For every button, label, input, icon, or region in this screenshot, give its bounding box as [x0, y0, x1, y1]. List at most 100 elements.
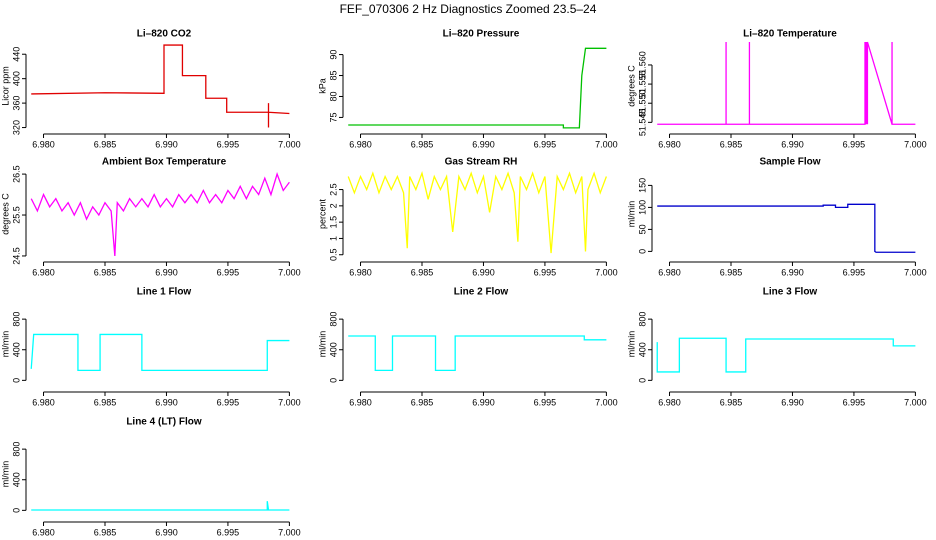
x-tick-label: 6.980	[349, 139, 372, 149]
y-tick-label: 400	[11, 71, 21, 86]
y-tick-label: 800	[11, 312, 21, 327]
data-line	[347, 171, 607, 254]
x-tick-label: 6.990	[781, 267, 804, 277]
x-tick-label: 6.995	[843, 139, 866, 149]
y-tick-label: 50	[637, 224, 647, 234]
y-tick-label: 75	[328, 112, 338, 122]
y-tick-label: 51.555	[637, 70, 647, 98]
data-line	[657, 41, 916, 125]
y-axis-label: ml/min	[626, 331, 636, 358]
data-line	[348, 47, 607, 129]
x-tick-label: 6.980	[32, 139, 55, 149]
x-tick-label: 6.995	[217, 139, 240, 149]
panel-title: Line 4 (LT) Flow	[126, 417, 202, 428]
y-tick-label: 800	[637, 312, 647, 327]
panel-title: Line 1 Flow	[137, 287, 192, 298]
y-axis-label: degrees C	[626, 65, 636, 107]
y-tick-label: 0	[637, 249, 647, 254]
y-tick-label: 150	[637, 178, 647, 193]
y-tick-label: 0	[11, 378, 21, 383]
x-tick-label: 6.980	[658, 267, 681, 277]
x-tick-label: 7.000	[904, 267, 927, 277]
y-tick-label: 90	[328, 50, 338, 60]
y-tick-label: 80	[328, 91, 338, 101]
data-line	[348, 335, 607, 372]
x-tick-label: 6.985	[94, 527, 117, 537]
y-tick-label: 51.550	[637, 89, 647, 117]
x-tick-label: 6.980	[349, 267, 372, 277]
x-tick-label: 6.985	[720, 139, 743, 149]
x-tick-label: 6.985	[411, 267, 434, 277]
y-tick-label: 51.560	[637, 51, 647, 79]
y-tick-label: 400	[328, 342, 338, 357]
y-tick-label: 0	[328, 378, 338, 383]
x-tick-label: 6.985	[94, 397, 117, 407]
y-tick-label: 1	[328, 236, 338, 241]
panel-title: Gas Stream RH	[445, 157, 518, 168]
x-tick-label: 6.985	[94, 139, 117, 149]
y-tick-label: 0.5	[328, 248, 338, 261]
figure-title: FEF_070306 2 Hz Diagnostics Zoomed 23.5–…	[340, 2, 597, 16]
x-tick-label: 6.990	[781, 139, 804, 149]
x-tick-label: 6.990	[472, 139, 495, 149]
y-tick-label: 800	[328, 312, 338, 327]
data-line	[30, 172, 290, 257]
x-tick-label: 6.990	[472, 267, 495, 277]
x-tick-label: 6.990	[155, 397, 178, 407]
x-tick-label: 7.000	[904, 139, 927, 149]
y-tick-label: 2	[328, 203, 338, 208]
y-tick-label: 320	[11, 120, 21, 135]
x-tick-label: 7.000	[595, 267, 618, 277]
y-tick-label: 100	[637, 200, 647, 215]
x-tick-label: 6.995	[843, 267, 866, 277]
x-tick-label: 6.985	[720, 397, 743, 407]
y-axis-label: kPa	[317, 78, 327, 94]
panel-title: Sample Flow	[759, 157, 820, 168]
x-tick-label: 7.000	[278, 527, 301, 537]
y-tick-label: 800	[11, 442, 21, 457]
y-tick-label: 51.545	[637, 109, 647, 137]
panel-title: Li–820 Temperature	[743, 29, 837, 40]
x-tick-label: 7.000	[278, 267, 301, 277]
y-tick-label: 2.5	[328, 183, 338, 196]
y-tick-label: 400	[637, 342, 647, 357]
y-tick-label: 400	[11, 342, 21, 357]
y-tick-label: 0	[637, 378, 647, 383]
panel-title: Li–820 CO2	[137, 29, 192, 40]
x-tick-label: 6.990	[155, 139, 178, 149]
x-tick-label: 6.995	[843, 397, 866, 407]
x-tick-label: 7.000	[278, 139, 301, 149]
x-tick-label: 6.980	[658, 139, 681, 149]
x-tick-label: 7.000	[278, 397, 301, 407]
y-tick-label: 25.5	[11, 206, 21, 224]
x-tick-label: 7.000	[595, 139, 618, 149]
y-tick-label: 440	[11, 47, 21, 62]
y-tick-label: 0	[11, 508, 21, 513]
data-line	[31, 501, 290, 511]
x-tick-label: 7.000	[595, 397, 618, 407]
data-line	[30, 333, 290, 372]
x-tick-label: 6.995	[217, 397, 240, 407]
x-tick-label: 6.985	[411, 139, 434, 149]
x-tick-label: 6.995	[217, 267, 240, 277]
y-tick-label: 400	[11, 472, 21, 487]
x-tick-label: 6.995	[534, 139, 557, 149]
y-axis-label: ml/min	[317, 331, 327, 358]
x-tick-label: 6.980	[32, 267, 55, 277]
panel-title: Line 3 Flow	[763, 287, 818, 298]
x-tick-label: 6.985	[411, 397, 434, 407]
y-axis-label: ml/min	[626, 201, 636, 228]
x-tick-label: 6.985	[720, 267, 743, 277]
x-tick-label: 6.995	[534, 397, 557, 407]
data-line	[656, 337, 916, 373]
x-tick-label: 6.995	[534, 267, 557, 277]
y-tick-label: 24.5	[11, 247, 21, 265]
y-axis-label: percent	[317, 198, 327, 229]
y-tick-label: 1.5	[328, 216, 338, 229]
y-axis-label: degrees C	[0, 193, 10, 235]
x-tick-label: 6.995	[217, 527, 240, 537]
y-axis-label: Licor ppm	[0, 66, 10, 106]
x-tick-label: 6.980	[658, 397, 681, 407]
x-tick-label: 6.990	[472, 397, 495, 407]
